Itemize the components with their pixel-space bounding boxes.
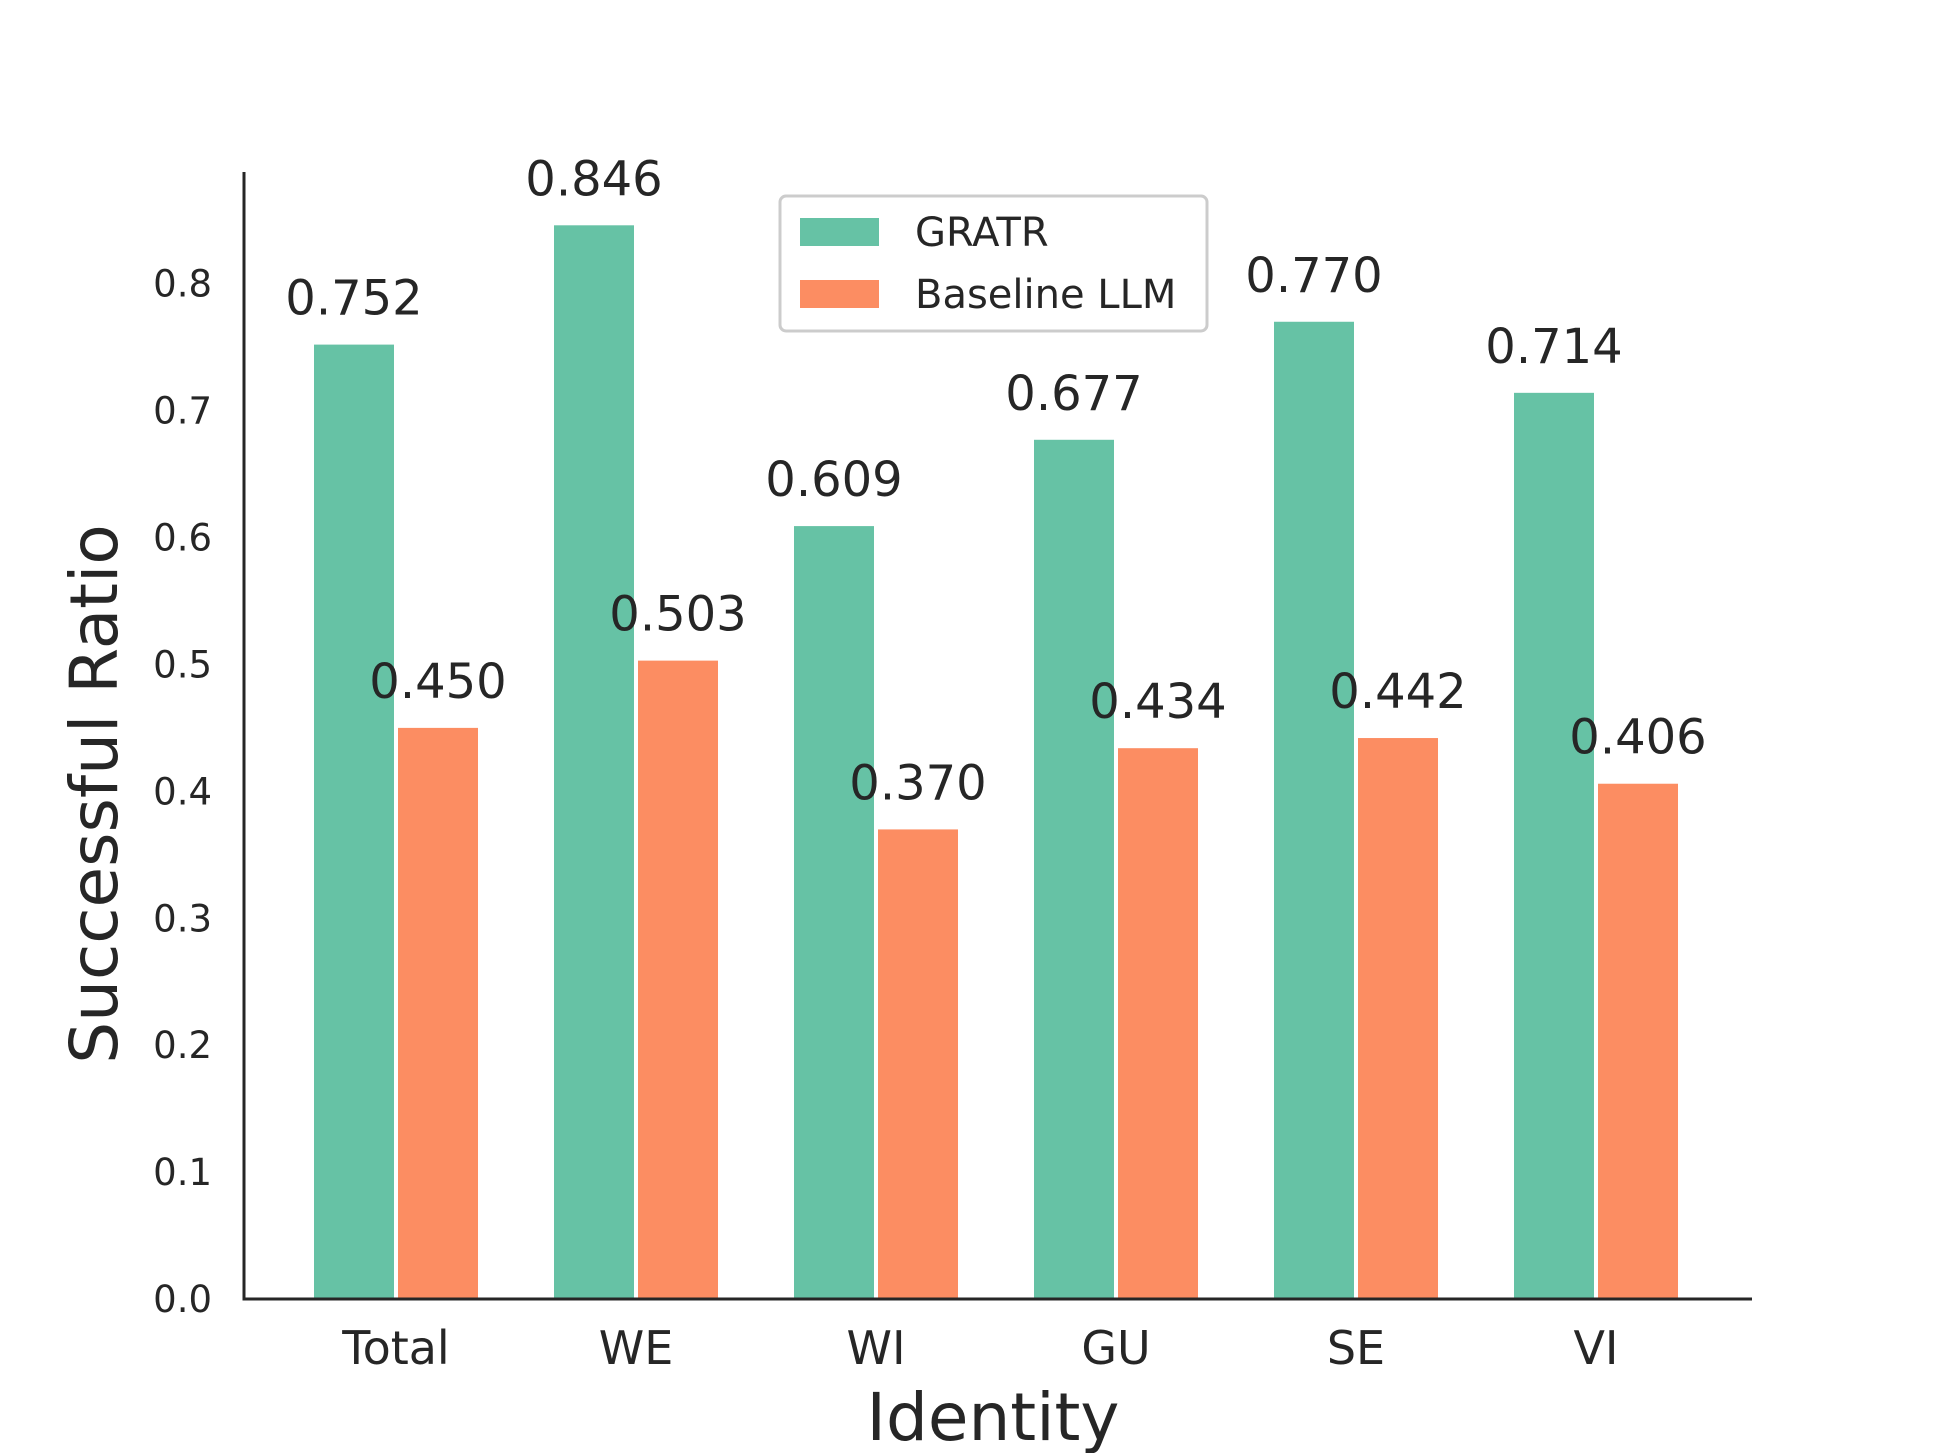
bar-baseline-llm-vi	[1598, 783, 1678, 1299]
legend-swatch-gratr	[800, 218, 879, 246]
y-tick-label: 0.8	[153, 263, 212, 306]
data-label: 0.609	[765, 452, 902, 508]
x-tick-label: WE	[599, 1321, 674, 1375]
data-label: 0.770	[1245, 248, 1382, 304]
x-tick-label: WI	[846, 1321, 905, 1375]
data-label: 0.450	[369, 654, 506, 710]
x-tick-label: GU	[1081, 1321, 1150, 1375]
y-tick-label: 0.3	[153, 897, 212, 940]
y-tick-label: 0.6	[153, 517, 212, 560]
ticks-layer: Total WE WI GU SE VI 0.0 0.1 0.2 0.3 0.4 0.5 0.6 0.7 0…	[153, 263, 1618, 1375]
axes-layer	[242, 172, 1752, 1301]
bar-gratr-wi	[794, 526, 874, 1299]
y-tick-label: 0.1	[153, 1151, 212, 1194]
x-tick-label: Total	[341, 1321, 449, 1375]
bars-layer	[314, 225, 1678, 1300]
bar-gratr-gu	[1034, 439, 1114, 1299]
bar-baseline-llm-total	[398, 727, 478, 1299]
data-label: 0.677	[1005, 366, 1142, 422]
x-tick-label: VI	[1573, 1321, 1618, 1375]
x-axis-title: Identity	[867, 1379, 1120, 1453]
data-label: 0.846	[525, 151, 662, 207]
data-label: 0.434	[1089, 674, 1226, 730]
data-label: 0.370	[849, 755, 986, 811]
bar-baseline-llm-wi	[878, 829, 958, 1299]
data-label: 0.442	[1329, 664, 1466, 720]
legend-label-gratr: GRATR	[915, 210, 1049, 256]
bar-gratr-vi	[1514, 392, 1594, 1300]
data-label: 0.503	[609, 587, 746, 643]
y-tick-label: 0.4	[153, 770, 212, 813]
y-axis-title: Successful Ratio	[56, 524, 133, 1064]
bar-gratr-we	[554, 225, 634, 1299]
legend-frame	[778, 194, 1209, 333]
y-tick-label: 0.7	[153, 390, 212, 433]
legend-swatch-baseline-llm	[800, 280, 879, 308]
data-labels-layer: 0.752 0.450 0.846 0.503 0.609 0.370 0.677 0.434…	[285, 151, 1706, 811]
data-label: 0.714	[1485, 319, 1622, 375]
bar-baseline-llm-we	[638, 660, 718, 1299]
legend-label-baseline-llm: Baseline LLM	[915, 272, 1176, 318]
legend: GRATR Baseline LLM	[778, 194, 1209, 333]
data-label: 0.406	[1569, 710, 1706, 766]
y-tick-label: 0.2	[153, 1024, 212, 1067]
y-tick-label: 0.0	[153, 1278, 212, 1321]
bar-gratr-total	[314, 344, 394, 1299]
y-tick-label: 0.5	[153, 643, 212, 686]
bar-baseline-llm-se	[1358, 738, 1438, 1299]
bar-gratr-se	[1274, 321, 1354, 1299]
bar-baseline-llm-gu	[1118, 748, 1198, 1299]
data-label: 0.752	[285, 271, 422, 327]
x-tick-label: SE	[1327, 1321, 1385, 1375]
